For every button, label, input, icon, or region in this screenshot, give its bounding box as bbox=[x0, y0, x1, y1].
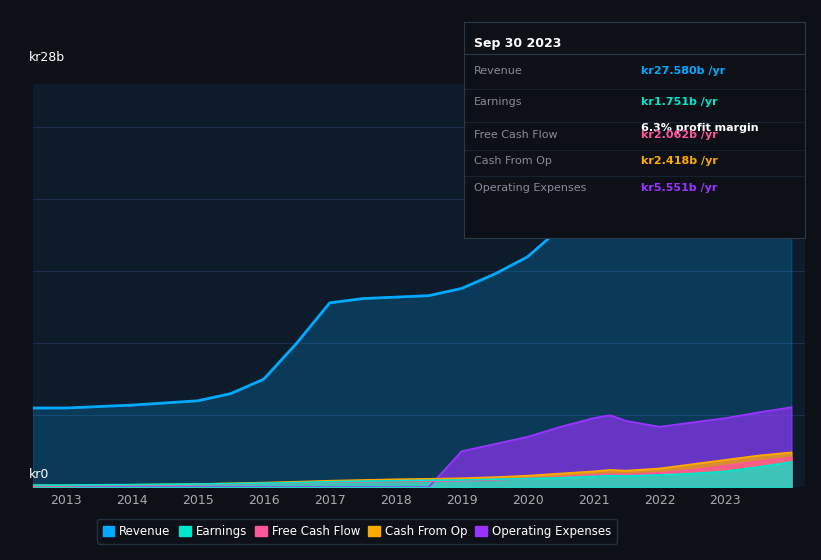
Text: 6.3% profit margin: 6.3% profit margin bbox=[641, 123, 759, 133]
Text: Free Cash Flow: Free Cash Flow bbox=[474, 130, 557, 140]
Text: Revenue: Revenue bbox=[474, 66, 523, 76]
Legend: Revenue, Earnings, Free Cash Flow, Cash From Op, Operating Expenses: Revenue, Earnings, Free Cash Flow, Cash … bbox=[97, 519, 617, 544]
Text: kr1.751b /yr: kr1.751b /yr bbox=[641, 97, 718, 107]
Text: kr28b: kr28b bbox=[29, 51, 65, 64]
Text: Operating Expenses: Operating Expenses bbox=[474, 183, 586, 193]
Text: Sep 30 2023: Sep 30 2023 bbox=[474, 38, 562, 50]
Text: kr5.551b /yr: kr5.551b /yr bbox=[641, 183, 718, 193]
Text: Cash From Op: Cash From Op bbox=[474, 156, 552, 166]
Text: Earnings: Earnings bbox=[474, 97, 523, 107]
Text: kr2.418b /yr: kr2.418b /yr bbox=[641, 156, 718, 166]
Text: kr2.062b /yr: kr2.062b /yr bbox=[641, 130, 718, 140]
Text: kr27.580b /yr: kr27.580b /yr bbox=[641, 66, 725, 76]
Text: kr0: kr0 bbox=[29, 468, 49, 481]
